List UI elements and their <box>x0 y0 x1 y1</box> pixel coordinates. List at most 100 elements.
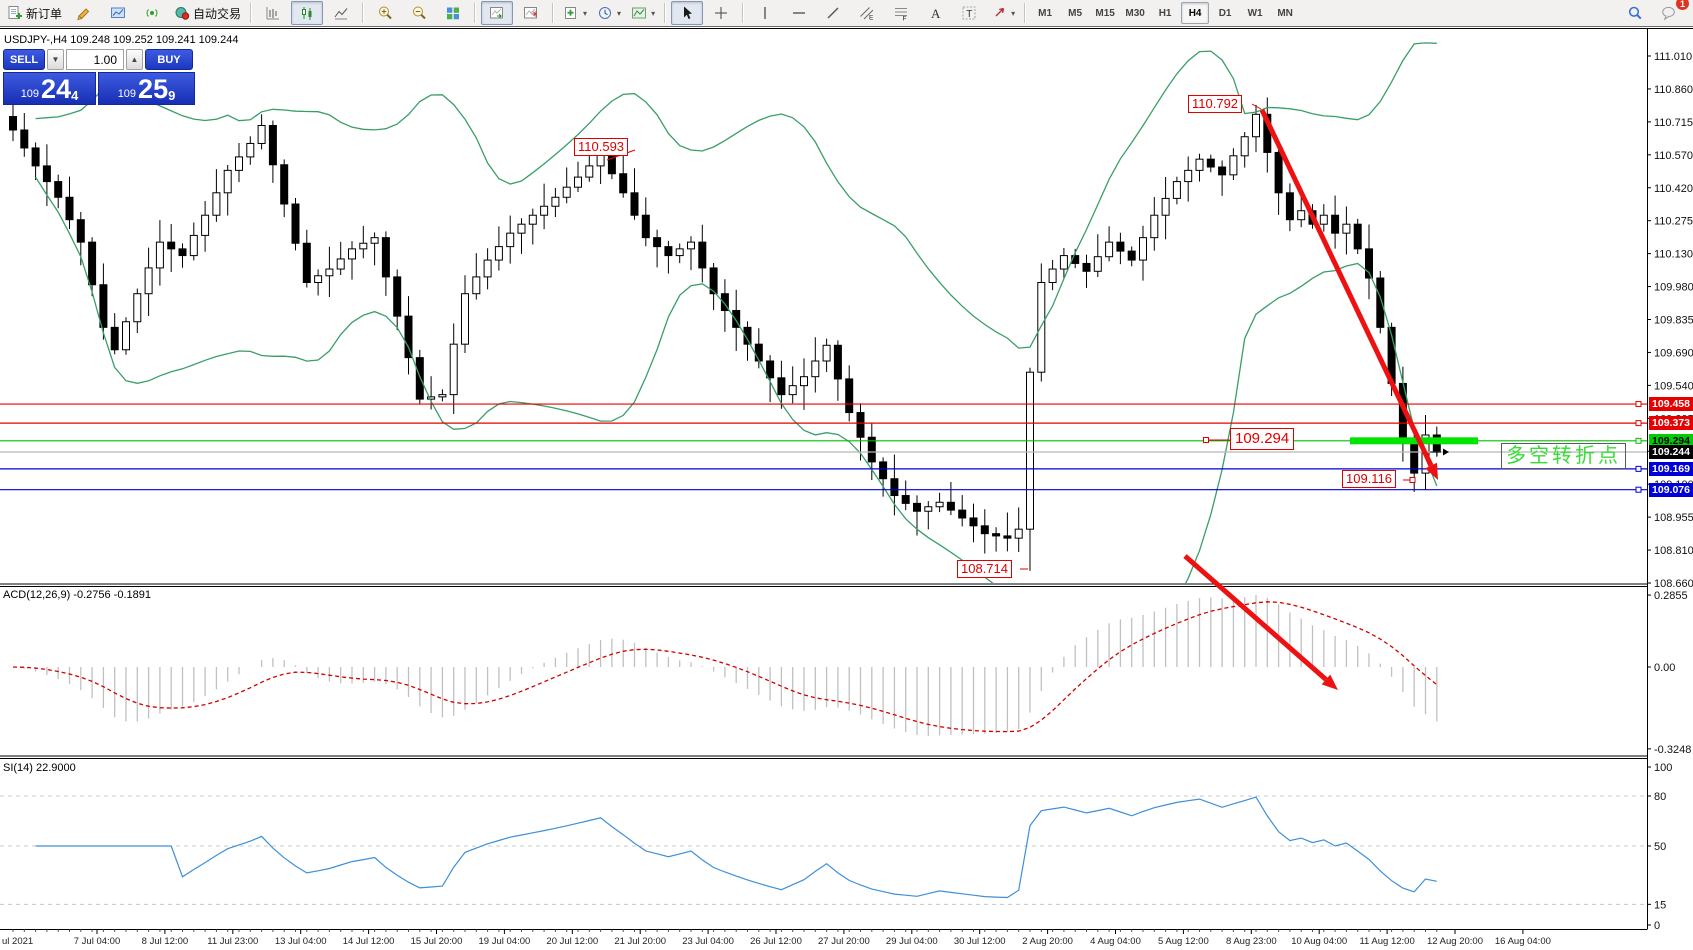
clock-icon <box>597 5 613 21</box>
support-zone[interactable] <box>1350 437 1478 445</box>
time-label: 7 Jul 04:00 <box>74 936 120 947</box>
bollinger-upper[interactable] <box>35 42 1437 349</box>
price-badge-109.076: 109.076 <box>1649 482 1693 497</box>
timeframe-button-d1[interactable]: D1 <box>1218 7 1232 19</box>
time-label: 20 Jul 12:00 <box>546 936 598 947</box>
chart-shift-button[interactable] <box>515 1 547 25</box>
toolbar-separator <box>1024 3 1027 23</box>
chart-price-label-109.294[interactable]: 109.294 <box>1230 428 1295 450</box>
time-label: 11 Jul 23:00 <box>207 936 258 947</box>
time-label: 4 Aug 04:00 <box>1090 936 1141 947</box>
vertical-line-button[interactable] <box>749 1 781 25</box>
time-label: 8 Aug 23:00 <box>1226 936 1277 947</box>
horizontal-line-button[interactable] <box>783 1 815 25</box>
vline-icon <box>757 5 773 21</box>
templates-button[interactable]: ▾ <box>627 1 659 25</box>
time-label: 21 Jul 20:00 <box>614 936 666 947</box>
trend-arrow[interactable] <box>1183 554 1328 682</box>
line-chart-button[interactable] <box>325 1 357 25</box>
chart-price-label-108.714[interactable]: 108.714 <box>957 560 1012 578</box>
profiles-button[interactable] <box>102 1 134 25</box>
arrows-button[interactable]: ▾ <box>987 1 1019 25</box>
sell-price[interactable]: 109 24 4 <box>3 72 97 105</box>
time-label: ul 2021 <box>2 936 33 947</box>
volume-input[interactable] <box>66 49 124 70</box>
time-label: 2 Aug 20:00 <box>1022 936 1073 947</box>
timeframe-button-m15[interactable]: M15 <box>1095 7 1115 19</box>
price-badge-109.458: 109.458 <box>1649 397 1693 412</box>
trendline-button[interactable] <box>817 1 849 25</box>
zoom-in-icon <box>377 5 393 21</box>
macd-label: ACD(12,26,9) -0.2756 -0.1891 <box>3 589 151 601</box>
notifications-button[interactable]: 1 <box>1653 0 1689 25</box>
timeframe-button-mn[interactable]: MN <box>1277 7 1293 19</box>
time-label: 15 Jul 20:00 <box>411 936 463 947</box>
trend-icon <box>825 5 841 21</box>
chevron-down-icon: ▾ <box>1011 8 1016 18</box>
trend-arrow-head <box>1321 674 1338 690</box>
auto-scroll-button[interactable] <box>481 1 514 25</box>
horizontal-lines[interactable] <box>0 401 1647 493</box>
timeframe-button-w1[interactable]: W1 <box>1247 7 1263 19</box>
fibonacci-button[interactable]: F <box>885 1 917 25</box>
zoom-in-button[interactable] <box>369 1 401 25</box>
buy-price[interactable]: 109 25 9 <box>98 72 195 105</box>
tile-windows-button[interactable] <box>437 1 469 25</box>
svg-text:100: 100 <box>1654 762 1672 774</box>
signals-button[interactable] <box>136 1 168 25</box>
time-label: 26 Jul 12:00 <box>750 936 802 947</box>
rsi-label: SI(14) 22.9000 <box>3 762 76 774</box>
search-button[interactable] <box>1619 1 1651 25</box>
turning-point-annotation[interactable]: 多空转折点 <box>1501 443 1626 469</box>
timeframe-button-m30[interactable]: M30 <box>1125 7 1145 19</box>
time-label: 14 Jul 12:00 <box>343 936 395 947</box>
cursor-button[interactable] <box>671 1 704 25</box>
svg-text:A: A <box>931 6 941 21</box>
autotrading-button[interactable]: 自动交易 <box>170 1 245 25</box>
volume-increase-button[interactable]: ▲ <box>126 49 143 70</box>
time-label: 10 Aug 04:00 <box>1291 936 1347 947</box>
svg-text:110.570: 110.570 <box>1654 150 1693 162</box>
candlestick-button[interactable] <box>291 1 324 25</box>
periods-button[interactable]: ▾ <box>593 1 625 25</box>
bar-chart-button[interactable] <box>257 1 289 25</box>
crosshair-button[interactable] <box>705 1 737 25</box>
price-badge-109.169: 109.169 <box>1649 461 1693 476</box>
time-label: 16 Aug 04:00 <box>1495 936 1551 947</box>
chart-price-label-110.792[interactable]: 110.792 <box>1188 95 1243 113</box>
svg-text:50: 50 <box>1654 841 1666 853</box>
volume-decrease-button[interactable]: ▼ <box>47 49 64 70</box>
text-label-button[interactable]: T <box>953 1 985 25</box>
sell-button[interactable]: SELL <box>3 49 45 70</box>
time-label: 8 Jul 12:00 <box>142 936 188 947</box>
timeframe-button-h1[interactable]: H1 <box>1158 7 1172 19</box>
toolbar: 新订单 自动交易 ▾ ▾ ▾ E F A T ▾ M1 M5 M15 M30 H1 H4 D1 W1 MN 1 <box>0 0 1693 27</box>
time-label: 13 Jul 04:00 <box>275 936 327 947</box>
buy-button[interactable]: BUY <box>145 49 193 70</box>
svg-text:110.275: 110.275 <box>1654 216 1693 228</box>
timeframe-button-m1[interactable]: M1 <box>1038 7 1053 19</box>
rsi-plot <box>0 795 1647 905</box>
indicators-button[interactable]: ▾ <box>559 1 591 25</box>
crayon-button[interactable] <box>68 1 100 25</box>
chart-price-label-109.116[interactable]: 109.116 <box>1342 470 1397 488</box>
svg-text:0: 0 <box>1654 920 1660 932</box>
chart-price-label-110.593[interactable]: 110.593 <box>574 138 629 156</box>
svg-text:F: F <box>903 16 907 22</box>
time-label: 19 Jul 04:00 <box>479 936 531 947</box>
zoom-out-icon <box>411 5 427 21</box>
tiles-icon <box>445 5 461 21</box>
channel-button[interactable]: E <box>851 1 883 25</box>
chevron-down-icon: ▾ <box>583 8 588 18</box>
new-order-button[interactable]: 新订单 <box>3 1 66 25</box>
timeframe-button-m5[interactable]: M5 <box>1068 7 1083 19</box>
svg-text:110.715: 110.715 <box>1654 117 1693 129</box>
toolbar-separator <box>250 3 253 23</box>
zoom-out-button[interactable] <box>403 1 435 25</box>
bollinger-lower[interactable] <box>35 176 1438 663</box>
trend-arrow[interactable] <box>1259 108 1434 467</box>
text-button[interactable]: A <box>919 1 951 25</box>
timeframe-button-h4[interactable]: H4 <box>1181 2 1210 24</box>
profiles-icon <box>110 5 126 21</box>
